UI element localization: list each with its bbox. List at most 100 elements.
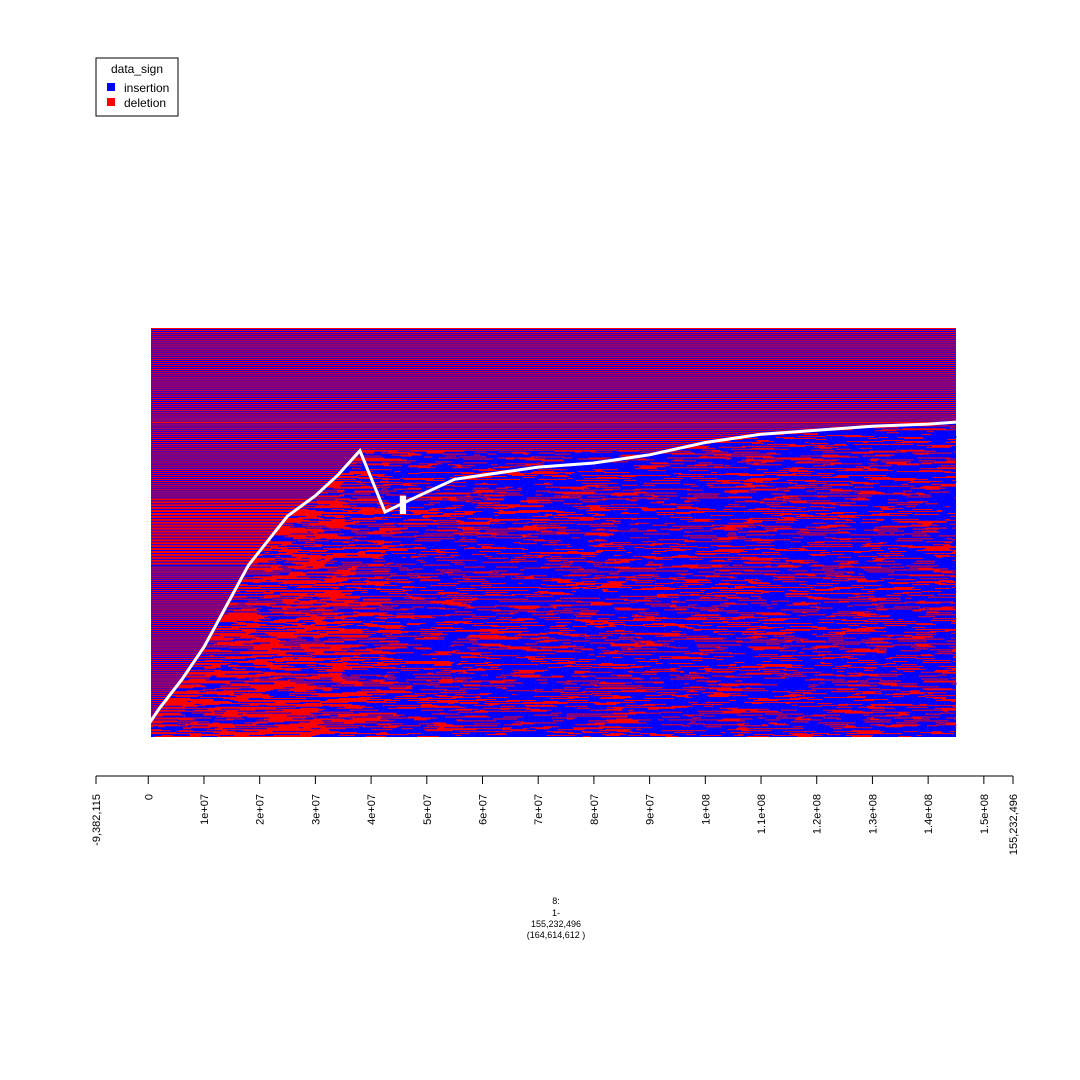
heatmap-segment	[561, 484, 587, 487]
heatmap-segment	[916, 478, 932, 480]
heatmap-segment	[924, 456, 930, 458]
heatmap-segment	[672, 485, 691, 488]
heatmap-segment	[403, 475, 409, 477]
heatmap-segment	[748, 487, 758, 490]
heatmap-segment	[871, 466, 883, 468]
heatmap-segment	[484, 495, 506, 497]
heatmap-segment	[343, 470, 363, 472]
heatmap-segment	[586, 510, 610, 512]
heatmap-segment	[403, 477, 433, 479]
heatmap-segment	[604, 528, 614, 530]
heatmap-segment	[687, 457, 705, 459]
heatmap-segment	[811, 469, 817, 471]
heatmap-segment	[335, 483, 355, 486]
heatmap-segment	[573, 509, 591, 511]
heatmap-segment	[370, 462, 383, 464]
heatmap-segment	[925, 497, 955, 499]
heatmap-segment	[651, 478, 663, 481]
heatmap-row-pre	[151, 437, 745, 439]
heatmap-segment	[343, 511, 348, 513]
heatmap-segment	[817, 492, 825, 494]
heatmap-segment	[471, 502, 500, 504]
heatmap-segment	[708, 525, 715, 528]
heatmap-segment	[713, 453, 734, 455]
heatmap-segment	[670, 526, 699, 529]
heatmap-segment	[627, 509, 642, 511]
heatmap-segment	[412, 453, 422, 455]
heatmap-segment	[756, 476, 775, 478]
heatmap-segment	[581, 475, 597, 477]
heatmap-segment	[728, 522, 754, 525]
heatmap-segment	[733, 453, 753, 455]
heatmap-segment	[457, 520, 464, 523]
heatmap-segment	[332, 481, 344, 484]
heatmap-segment	[653, 496, 659, 498]
heatmap-segment	[728, 532, 736, 534]
heatmap-segment	[950, 515, 956, 518]
heatmap-segment	[426, 469, 457, 471]
heatmap-segment	[875, 465, 892, 467]
heatmap-segment	[512, 475, 538, 477]
heatmap-segment	[387, 473, 394, 475]
heatmap-segment	[729, 480, 744, 483]
heatmap-segment	[746, 519, 770, 522]
heatmap-segment	[811, 522, 827, 525]
heatmap-segment	[955, 429, 956, 431]
heatmap-segment	[718, 495, 730, 497]
heatmap-segment	[582, 501, 598, 503]
heatmap-segment	[534, 483, 553, 486]
heatmap-segment	[843, 441, 854, 444]
heatmap-segment	[351, 462, 363, 464]
heatmap-segment	[804, 502, 829, 504]
heatmap-segment	[442, 498, 449, 500]
heatmap-segment	[849, 518, 855, 521]
heatmap-segment	[304, 522, 314, 525]
heatmap-segment	[851, 499, 870, 501]
heatmap-segment	[935, 475, 943, 477]
heatmap-segment	[375, 524, 397, 527]
heatmap-segment	[949, 457, 956, 459]
heatmap-segment	[358, 476, 378, 478]
heatmap-segment	[657, 468, 683, 470]
heatmap-segment	[698, 526, 721, 529]
heatmap-segment	[739, 482, 754, 485]
heatmap-segment	[777, 442, 794, 445]
heatmap-segment	[403, 484, 418, 487]
heatmap-segment	[871, 478, 877, 480]
heatmap-segment	[452, 505, 465, 507]
heatmap-segment	[885, 532, 890, 534]
heatmap-segment	[365, 523, 394, 526]
heatmap-segment	[747, 462, 754, 464]
heatmap-segment	[312, 498, 322, 500]
heatmap-segment	[893, 522, 918, 525]
heatmap-segment	[566, 515, 594, 517]
heatmap-segment	[618, 526, 625, 529]
heatmap-segment	[892, 493, 912, 495]
heatmap-segment	[664, 501, 685, 503]
heatmap-segment	[851, 514, 872, 516]
heatmap-segment	[276, 531, 285, 533]
heatmap-segment	[586, 533, 614, 535]
heatmap-segment	[413, 515, 423, 518]
heatmap-segment	[785, 491, 792, 493]
heatmap-segment	[854, 529, 865, 531]
heatmap-segment	[492, 503, 520, 505]
heatmap-segment	[918, 513, 924, 515]
heatmap-segment	[339, 526, 350, 529]
heatmap-segment	[532, 519, 549, 522]
heatmap-segment	[884, 518, 892, 521]
heatmap-segment	[925, 503, 938, 505]
heatmap-segment	[804, 447, 821, 450]
heatmap-segment	[822, 441, 847, 443]
heatmap-segment	[751, 483, 763, 486]
heatmap-segment	[523, 514, 530, 516]
heatmap-segment	[921, 467, 931, 469]
heatmap-segment	[557, 529, 581, 531]
heatmap-segment	[746, 484, 767, 487]
heatmap-segment	[760, 511, 783, 513]
heatmap-segment	[420, 514, 439, 516]
heatmap-segment	[701, 488, 729, 491]
heatmap-segment	[922, 462, 951, 464]
heatmap-segment	[372, 526, 401, 529]
heatmap-segment	[790, 478, 810, 480]
